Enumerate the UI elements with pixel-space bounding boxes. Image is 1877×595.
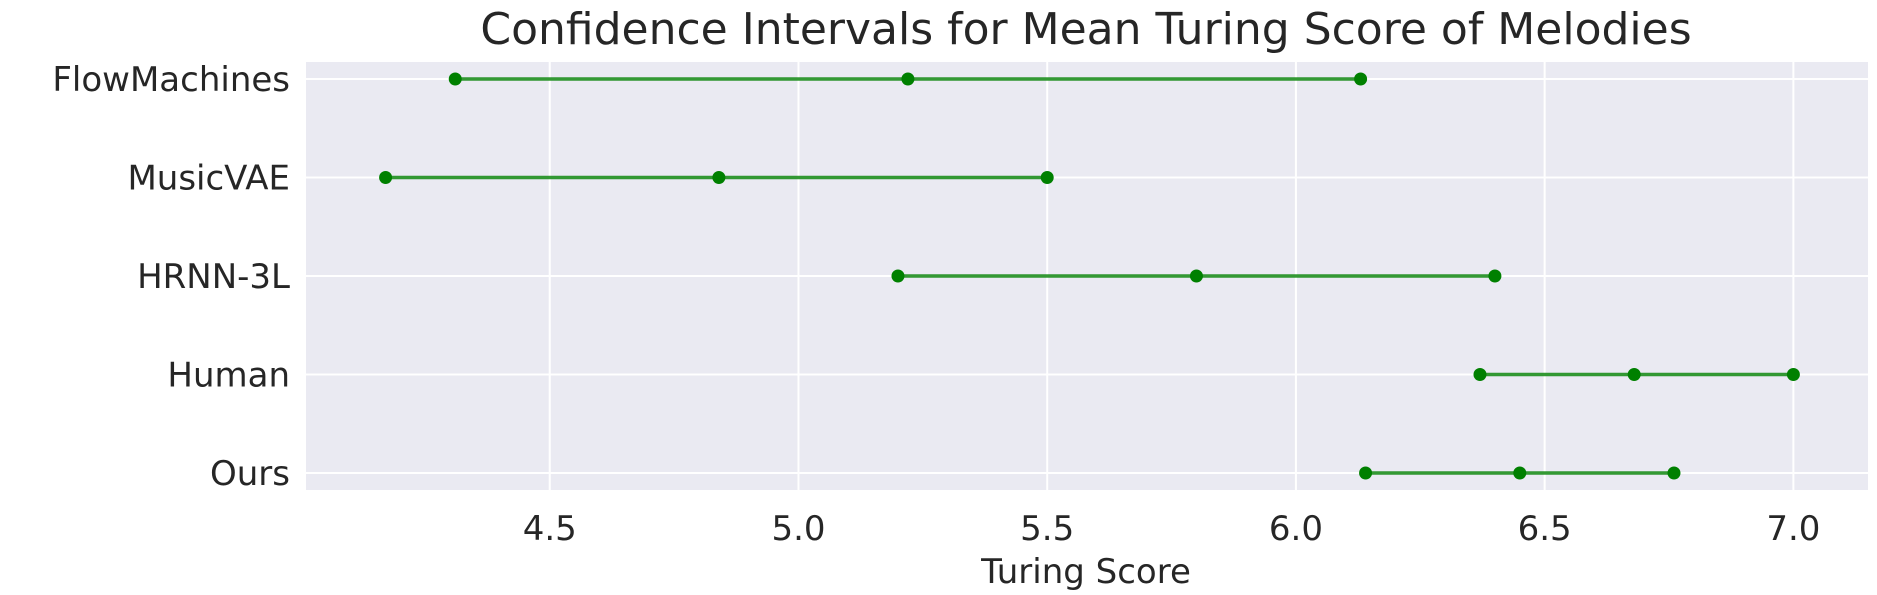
x-tick-label: 5.5 [1020,509,1074,549]
ci-point-lower-flowmachines [448,72,462,86]
ci-point-upper-human [1786,368,1800,381]
ci-point-lower-ours [1359,466,1373,480]
ci-point-upper-flowmachines [1354,72,1368,86]
ci-point-mean-hrnn-3l [1189,269,1203,283]
x-tick-label: 7.0 [1766,509,1820,549]
ci-point-upper-ours [1667,466,1681,480]
ci-point-mean-ours [1513,466,1527,480]
ci-point-lower-hrnn-3l [891,269,905,283]
x-axis-label: Turing Score [980,552,1191,592]
x-tick-layer: 4.5 5.0 5.5 6.0 6.5 7.0 [523,509,1821,549]
ci-point-mean-musicvae [712,171,726,184]
x-tick-label: 6.5 [1518,509,1572,549]
y-tick-label-ours: Ours [210,454,290,494]
ci-point-lower-human [1473,368,1487,381]
y-tick-label-human: Human [167,356,290,396]
y-tick-layer: FlowMachines MusicVAE HRNN-3L Human Ours [52,60,290,494]
x-tick-label: 6.0 [1269,509,1323,549]
y-tick-label-hrnn-3l: HRNN-3L [137,257,290,297]
x-tick-label: 5.0 [771,509,825,549]
x-tick-label: 4.5 [523,509,577,549]
series-layer [379,72,1800,480]
ci-point-lower-musicvae [379,171,393,184]
ci-point-upper-hrnn-3l [1488,269,1502,283]
ci-point-upper-musicvae [1040,171,1054,184]
chart-title: Confidence Intervals for Mean Turing Sco… [480,4,1691,55]
ci-point-mean-human [1627,368,1641,381]
ci-point-mean-flowmachines [901,72,915,86]
y-tick-label-flowmachines: FlowMachines [52,60,290,100]
y-tick-label-musicvae: MusicVAE [127,159,290,199]
